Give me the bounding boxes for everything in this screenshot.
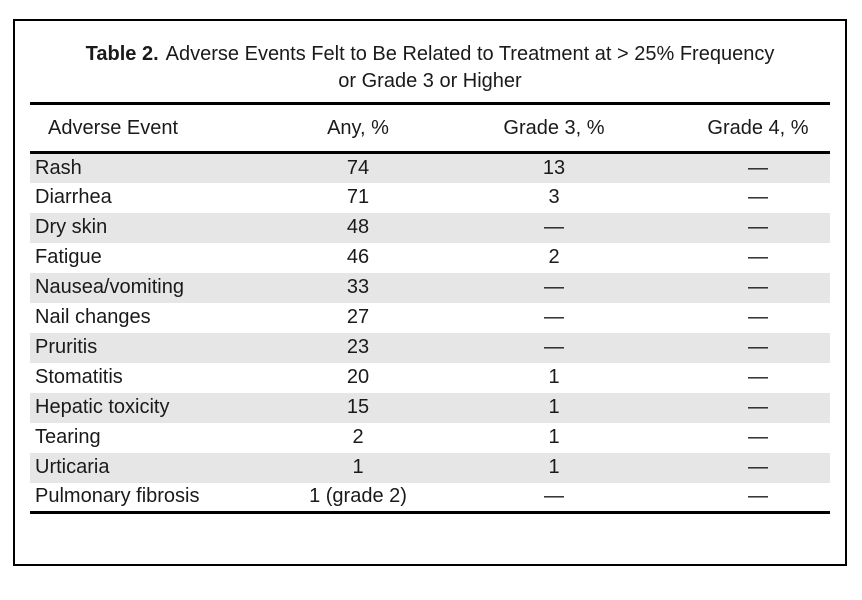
table-frame: Table 2. Adverse Events Felt to Be Relate… [13,19,847,566]
column-header-grade4-percent: Grade 4, % [686,103,830,154]
cell-any-percent: 27 [346,306,370,328]
cell-grade3-percent: — [544,276,564,298]
cell-adverse-event: Nausea/vomiting [35,276,184,298]
cell-any-percent: 20 [346,366,370,388]
cell-adverse-event: Diarrhea [35,186,112,208]
column-header-any-percent: Any, % [294,103,422,154]
table-row: Rash 74 13 — [30,152,830,183]
cell-grade3-percent: — [544,336,564,358]
cell-any-percent: 23 [346,336,370,358]
cell-any-percent: 1 [352,456,364,478]
cell-grade4-percent: — [748,186,768,208]
cell-grade3-percent: 1 [548,366,560,388]
cell-grade3-percent: 3 [548,186,560,208]
cell-grade4-percent: — [748,156,768,179]
cell-grade3-percent: 13 [542,156,566,179]
table-row: Fatigue 46 2 — [30,243,830,273]
cell-grade4-percent: — [748,456,768,478]
cell-any-percent: 1 (grade 2) [294,482,422,514]
table-row: Stomatitis 20 1 — [30,363,830,393]
column-header-grade3-percent: Grade 3, % [422,103,686,154]
table-row: Pulmonary fibrosis 1 (grade 2) — — [30,482,830,514]
cell-grade3-percent: 1 [548,426,560,448]
cell-grade3-percent: — [544,306,564,328]
table-row: Dry skin 48 — — [30,212,830,243]
cell-any-percent: 46 [346,246,370,268]
header-row: Adverse Event Any, % Grade 3, % Grade 4,… [30,103,830,154]
cell-any-percent: 71 [346,186,370,208]
cell-adverse-event: Stomatitis [35,366,123,388]
table-row: Nail changes 27 — — [30,303,830,333]
adverse-events-table: Adverse Event Any, % Grade 3, % Grade 4,… [30,102,830,514]
cell-adverse-event: Urticaria [35,456,110,478]
cell-grade4-percent: — [686,482,830,514]
cell-any-percent: 48 [346,216,370,238]
cell-grade4-percent: — [748,336,768,358]
cell-any-percent: 15 [346,396,370,418]
caption-text-line1: Adverse Events Felt to Be Related to Tre… [165,43,775,65]
cell-any-percent: 74 [346,156,370,179]
cell-adverse-event: Rash [35,156,82,179]
table-row: Hepatic toxicity 15 1 — [30,392,830,423]
caption-text-line2: or Grade 3 or Higher [338,70,522,92]
cell-adverse-event: Tearing [35,426,101,448]
cell-grade4-percent: — [748,306,768,328]
cell-grade3-percent: — [422,482,686,514]
cell-grade4-percent: — [748,396,768,418]
cell-any-percent: 2 [352,426,364,448]
cell-adverse-event: Nail changes [35,306,151,328]
cell-grade4-percent: — [748,276,768,298]
table-row: Tearing 2 1 — [30,423,830,453]
cell-grade3-percent: 1 [548,456,560,478]
cell-adverse-event: Pulmonary fibrosis [30,482,294,514]
cell-adverse-event: Dry skin [35,216,108,238]
cell-grade4-percent: — [748,246,768,268]
cell-grade3-percent: 1 [548,396,560,418]
cell-grade4-percent: — [748,216,768,238]
cell-adverse-event: Pruritis [35,336,98,358]
cell-grade3-percent: — [544,216,564,238]
table-body: Rash 74 13 — Diarrhea 71 3 — Dry skin 48… [30,152,830,514]
table-row: Nausea/vomiting 33 — — [30,272,830,303]
cell-grade4-percent: — [748,366,768,388]
table-row: Urticaria 1 1 — [30,452,830,483]
cell-any-percent: 33 [346,276,370,298]
cell-grade3-percent: 2 [548,246,560,268]
table-row: Pruritis 23 — — [30,332,830,363]
table-caption: Table 2. Adverse Events Felt to Be Relate… [30,41,830,95]
cell-adverse-event: Hepatic toxicity [35,396,170,418]
table-row: Diarrhea 71 3 — [30,183,830,213]
cell-grade4-percent: — [748,426,768,448]
caption-label: Table 2. [85,43,159,65]
cell-adverse-event: Fatigue [35,246,102,268]
column-header-adverse-event: Adverse Event [30,103,294,154]
